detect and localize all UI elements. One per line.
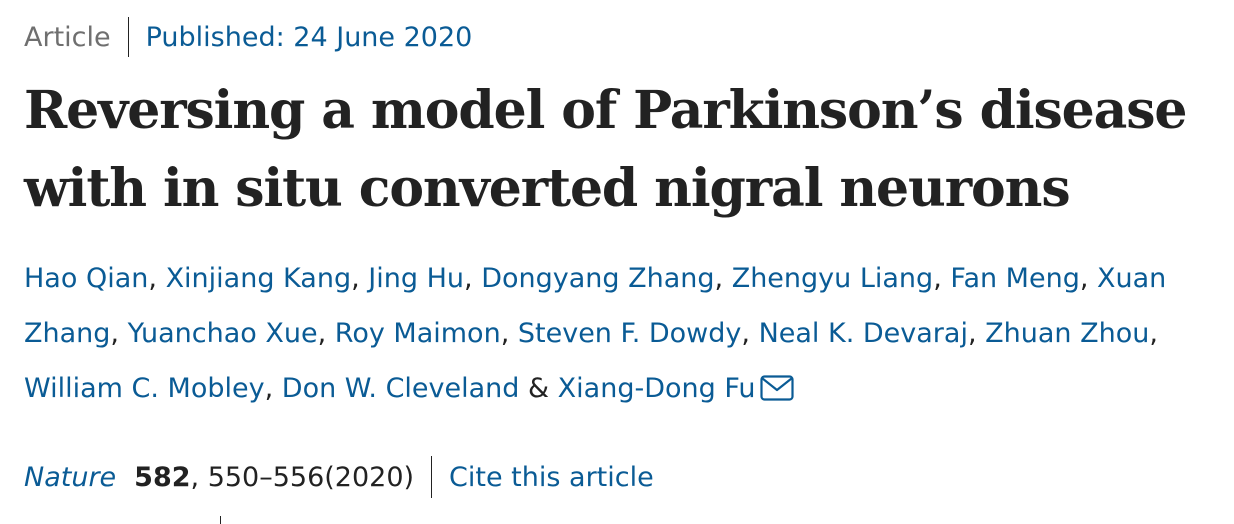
article-meta: Article Published: 24 June 2020 (24, 17, 472, 57)
corresponding-author-link[interactable]: Xiang-Dong Fu (557, 373, 756, 404)
author-link[interactable]: Dongyang Zhang (481, 263, 715, 294)
author-item: Xiang-Dong Fu (558, 373, 794, 404)
author-link[interactable]: Hao Qian (24, 263, 149, 294)
author-item: Yuanchao Xue, (127, 318, 327, 349)
author-item: Xuan Zhang, (24, 263, 1167, 349)
meta-divider (127, 17, 129, 57)
author-link[interactable]: William C. Mobley (24, 373, 265, 404)
pages-year: , 550–556(2020) (190, 461, 415, 493)
author-list: Hao Qian, Xinjiang Kang, Jing Hu, Dongya… (24, 251, 1224, 420)
author-item: Jing Hu, (368, 263, 473, 294)
author-link[interactable]: Zhuan Zhou (985, 318, 1150, 349)
author-item: William C. Mobley, (24, 373, 274, 404)
author-link[interactable]: Don W. Cleveland (281, 373, 520, 404)
author-link[interactable]: Fan Meng (950, 263, 1080, 294)
metrics-divider (220, 516, 221, 524)
author-item: Roy Maimon, (334, 318, 510, 349)
author-link[interactable]: Yuanchao Xue (127, 318, 318, 349)
citation-divider (431, 456, 433, 498)
author-item: Neal K. Devaraj, (758, 318, 977, 349)
citation: Nature 582 , 550–556(2020) Cite this art… (24, 455, 654, 499)
author-item: Steven F. Dowdy, (517, 318, 750, 349)
author-link[interactable]: Zhengyu Liang (731, 263, 934, 294)
envelope-icon[interactable] (759, 365, 794, 420)
author-ampersand: & (528, 373, 550, 404)
author-link[interactable]: Jing Hu (368, 263, 464, 294)
author-link[interactable]: Xuan Zhang (24, 263, 1167, 349)
cite-this-article-link[interactable]: Cite this article (449, 461, 654, 493)
article-type: Article (24, 21, 111, 53)
author-item: Zhuan Zhou, (985, 318, 1158, 349)
journal-name-link[interactable]: Nature (24, 461, 117, 493)
author-item: Don W. Cleveland & (282, 373, 558, 404)
author-link[interactable]: Xinjiang Kang (165, 263, 352, 294)
author-item: Zhengyu Liang, (731, 263, 942, 294)
author-link[interactable]: Steven F. Dowdy (517, 318, 742, 349)
author-item: Hao Qian, (24, 263, 157, 294)
author-link[interactable]: Neal K. Devaraj (758, 318, 968, 349)
journal-volume: 582 (134, 461, 191, 493)
author-link[interactable]: Roy Maimon (334, 318, 501, 349)
published-date-link[interactable]: Published: 24 June 2020 (145, 21, 473, 53)
author-item: Dongyang Zhang, (481, 263, 724, 294)
article-title: Reversing a model of Parkinson’s disease… (24, 80, 1188, 219)
author-item: Fan Meng, (950, 263, 1089, 294)
author-item: Xinjiang Kang, (165, 263, 360, 294)
